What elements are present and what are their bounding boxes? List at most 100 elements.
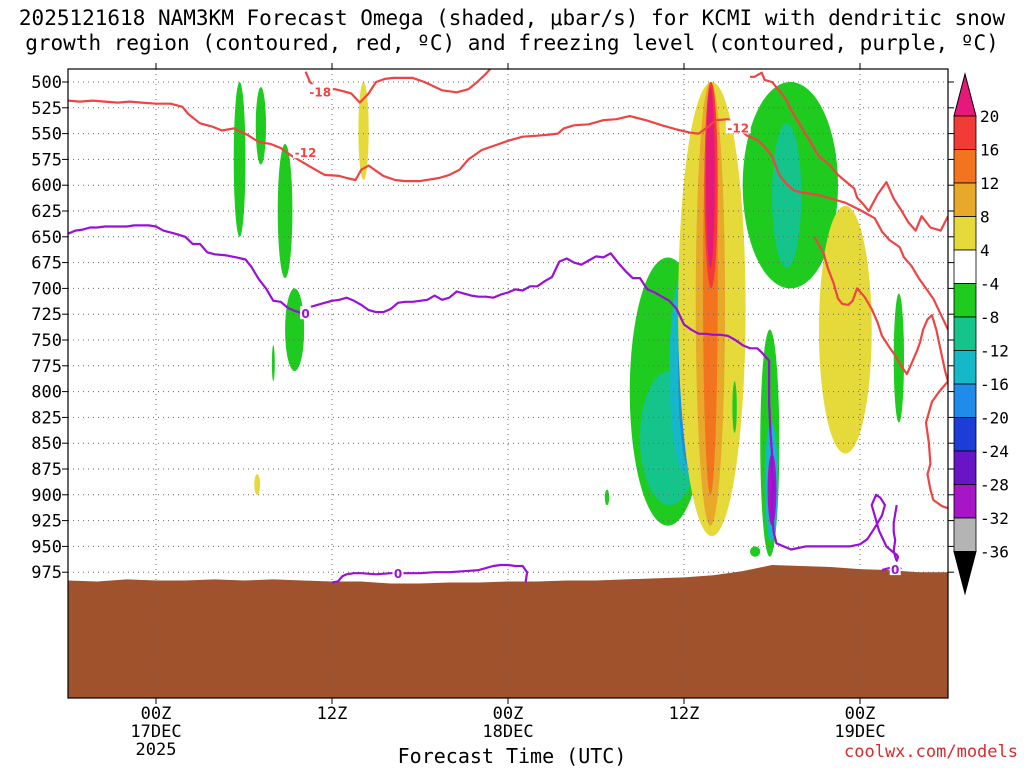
colorbar-tick-label: -20 (980, 409, 1009, 428)
grid-layer (68, 69, 948, 698)
colorbar-bin (953, 450, 977, 485)
contour-label: -12 (727, 121, 749, 135)
axes-layer: 500 525 550 575 600 625 650 675 700 725 750 775 800 8… (31, 63, 954, 760)
colorbar-top-arrow (953, 72, 977, 117)
colorbar: 20 16 12 8 4 -4 -8 -12 -16 -20 -24 -28 -32 -36 (953, 72, 1009, 596)
colorbar-bin (953, 115, 977, 150)
omega-region-6 (254, 474, 261, 495)
y-tick-label: 900 (31, 486, 62, 506)
x-tick-date: 18DEC (482, 722, 533, 742)
y-tick-label: 950 (31, 537, 62, 557)
contour-line-1 (68, 99, 948, 331)
contour-label: -12 (295, 146, 317, 160)
omega-region-8 (604, 489, 610, 506)
y-tick-label: 875 (31, 460, 62, 480)
contour-label-bg (293, 145, 319, 159)
x-tick-label: 00Z (141, 704, 172, 724)
credit-link[interactable]: coolwx.com/models (844, 742, 1018, 762)
omega-region-25 (750, 546, 761, 557)
y-tick-label: 775 (31, 357, 62, 377)
colorbar-tick-label: 20 (980, 107, 999, 126)
y-tick-label: 925 (31, 512, 62, 532)
chart-title-line-1: 2025121618 NAM3KM Forecast Omega (shaded… (18, 6, 1006, 30)
contour-label-bg (725, 120, 751, 134)
omega-region-21 (772, 123, 802, 268)
y-tick-label: 750 (31, 331, 62, 351)
colorbar-bin (953, 517, 977, 552)
omega-region-4 (271, 345, 275, 382)
y-tick-label: 975 (31, 563, 62, 583)
y-tick-label: 650 (31, 228, 62, 248)
contour-layer: -18 -12 -12 0 0 0 (68, 69, 948, 584)
contour-line-3 (813, 236, 948, 382)
omega-region-27 (818, 205, 872, 454)
omega-region-3 (285, 288, 305, 371)
x-tick-date: 17DEC (130, 722, 181, 742)
omega-region-19 (706, 87, 715, 268)
colorbar-bin (953, 316, 977, 351)
x-tick-label: 00Z (493, 704, 524, 724)
colorbar-bin (953, 350, 977, 385)
contour-label-bg (307, 84, 333, 98)
x-tick-label: 12Z (669, 704, 700, 724)
y-tick-label: 625 (31, 202, 62, 222)
y-tick-label: 725 (31, 305, 62, 325)
x-tick-year: 2025 (136, 740, 177, 760)
contour-label-bg (889, 562, 901, 576)
colorbar-bin (953, 283, 977, 318)
contour-line-2 (750, 71, 948, 232)
colorbar-tick-label: -36 (980, 543, 1009, 562)
y-tick-label: 525 (31, 99, 62, 119)
colorbar-tick-label: -32 (980, 509, 1009, 528)
x-axis-label: Forecast Time (UTC) (397, 744, 627, 768)
colorbar-bin (953, 417, 977, 452)
colorbar-bin (953, 182, 977, 217)
omega-region-24 (767, 453, 777, 526)
contour-line-5 (68, 224, 900, 562)
y-tick-label: 825 (31, 408, 62, 428)
y-tick-label: 575 (31, 150, 62, 170)
y-tick-label: 675 (31, 254, 62, 274)
colorbar-tick-label: 4 (980, 241, 990, 260)
colorbar-bin (953, 149, 977, 184)
omega-region-5 (358, 82, 369, 181)
colorbar-tick-label: -16 (980, 375, 1009, 394)
x-tick-date: 19DEC (834, 722, 885, 742)
y-tick-label: 600 (31, 176, 62, 196)
x-tick-label: 12Z (317, 704, 348, 724)
colorbar-tick-label: 12 (980, 174, 999, 193)
omega-shading-layer (233, 81, 904, 557)
y-tick-label: 800 (31, 383, 62, 403)
omega-region-0 (233, 81, 246, 237)
contour-label-bg (300, 306, 312, 320)
omega-region-28 (893, 293, 904, 423)
contour-line-4 (924, 380, 948, 510)
colorbar-tick-label: 16 (980, 141, 999, 160)
colorbar-bin (953, 383, 977, 418)
contour-line-6 (331, 563, 529, 584)
colorbar-tick-label: -8 (980, 308, 999, 327)
x-tick-label: 00Z (845, 704, 876, 724)
omega-region-2 (277, 143, 293, 279)
omega-region-26 (732, 381, 737, 433)
terrain-fill (68, 564, 948, 698)
colorbar-bin (953, 484, 977, 519)
contour-label: 0 (891, 563, 899, 577)
colorbar-bin (953, 249, 977, 284)
colorbar-tick-label: -24 (980, 442, 1009, 461)
colorbar-tick-label: -28 (980, 476, 1009, 495)
colorbar-bottom-arrow (953, 551, 977, 596)
y-tick-label: 700 (31, 279, 62, 299)
y-tick-label: 550 (31, 125, 62, 145)
contour-label: -18 (309, 85, 331, 99)
omega-region-1 (255, 87, 266, 165)
colorbar-tick-label: -12 (980, 342, 1009, 361)
contour-label: 0 (394, 567, 402, 581)
contour-line-0 (304, 69, 492, 104)
terrain-layer (68, 564, 948, 698)
y-tick-label: 850 (31, 434, 62, 454)
contour-label-bg (392, 566, 404, 580)
colorbar-tick-label: 8 (980, 208, 990, 227)
chart-title-line-2: growth region (contoured, red, ºC) and f… (25, 31, 999, 55)
